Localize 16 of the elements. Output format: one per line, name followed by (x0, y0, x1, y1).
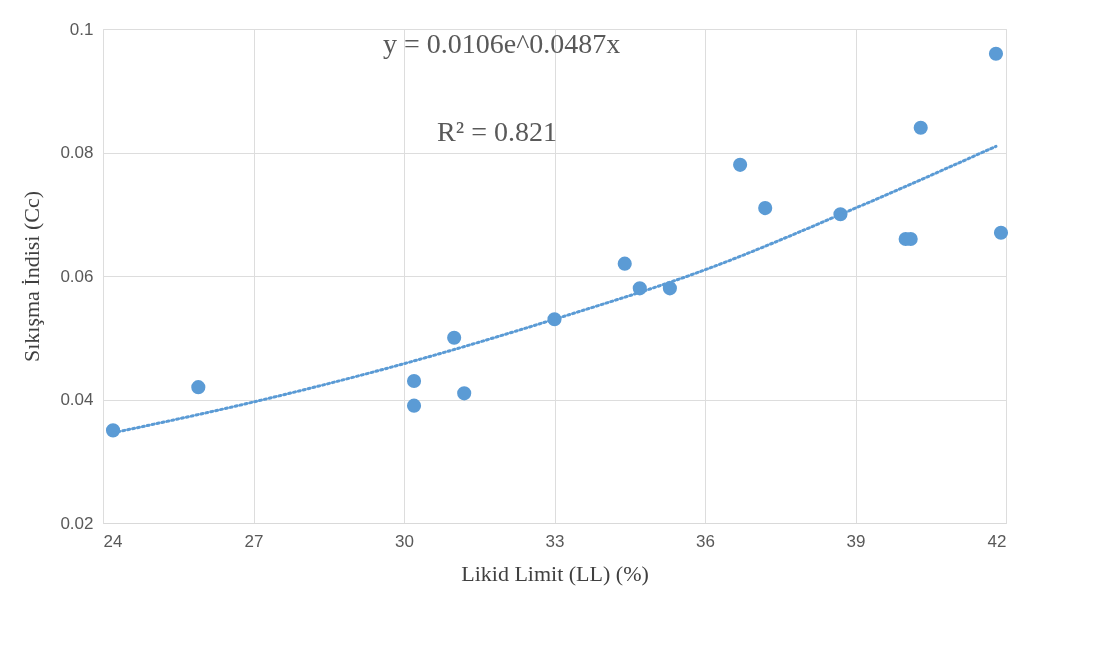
y-tick-label: 0.06 (60, 266, 94, 286)
x-tick-label: 36 (696, 531, 715, 551)
x-tick-label: 42 (987, 531, 1007, 551)
x-tick-label: 27 (244, 531, 264, 551)
x-tick-label: 39 (846, 531, 866, 551)
x-tick-label: 33 (545, 531, 565, 551)
annotation: R² = 0.821 (437, 116, 557, 147)
y-tick-label: 0.08 (60, 143, 94, 162)
y-tick-label: 0.04 (60, 390, 94, 409)
x-axis-title: Likid Limit (LL) (%) (461, 560, 649, 586)
y-axis-title: Sıkışma İndisi (Cc) (19, 190, 45, 363)
x-tick-label: 30 (395, 531, 414, 551)
y-tick-label: 0.02 (60, 513, 94, 533)
annotation: y = 0.0106e^0.0487x (382, 28, 621, 59)
y-tick-label: 0.1 (69, 19, 94, 39)
x-tick-label: 24 (103, 531, 123, 551)
